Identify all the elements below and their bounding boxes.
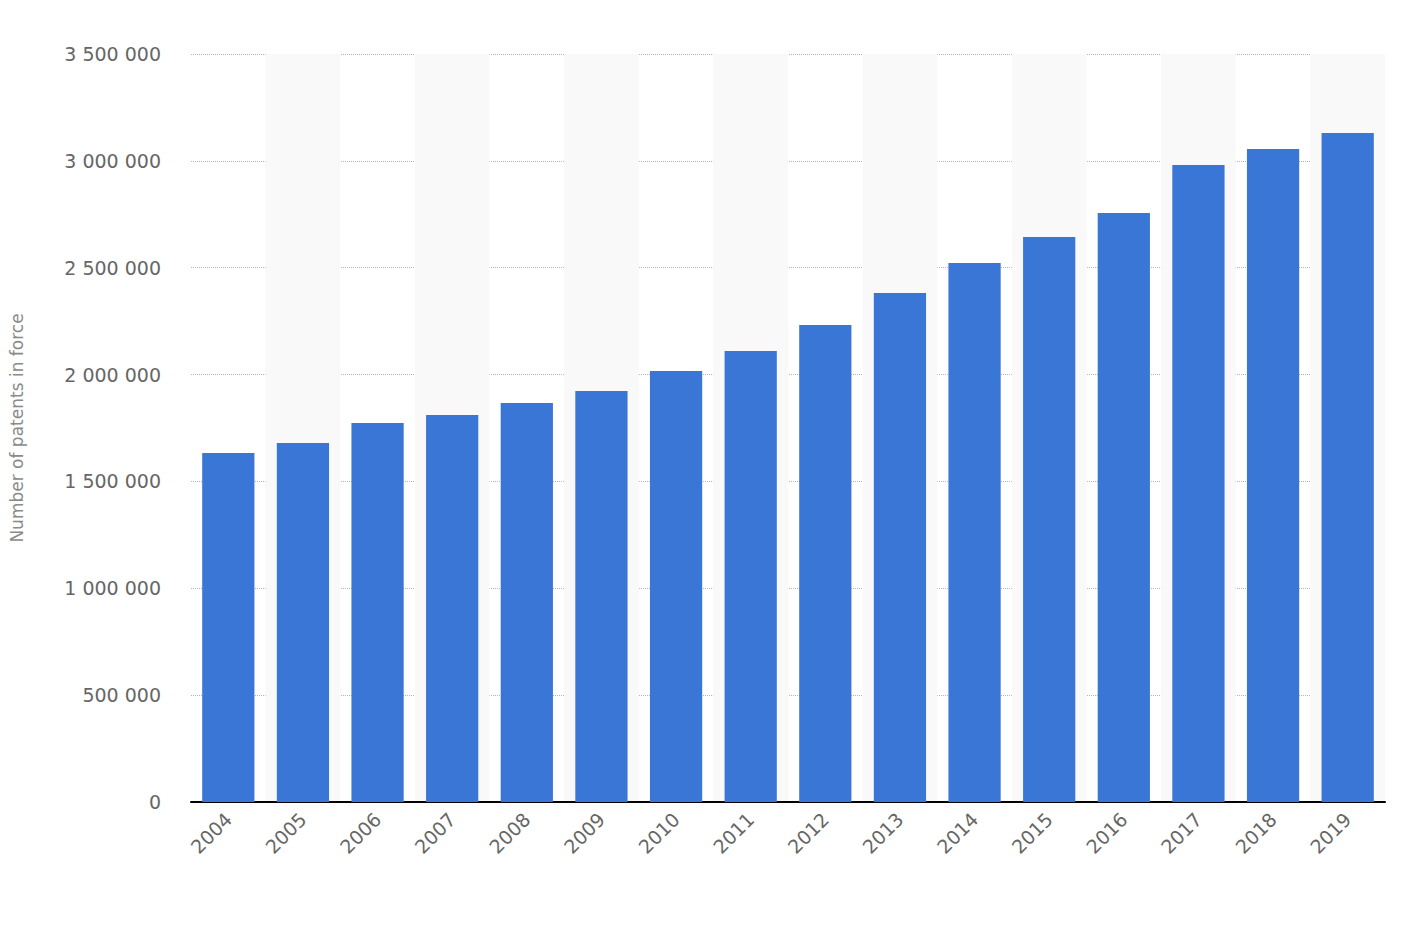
svg-text:3 500 000: 3 500 000: [64, 43, 161, 65]
svg-text:2012: 2012: [783, 808, 833, 858]
svg-text:2 500 000: 2 500 000: [64, 257, 161, 279]
svg-text:2004: 2004: [186, 808, 236, 858]
svg-text:2010: 2010: [634, 808, 684, 858]
svg-text:2016: 2016: [1082, 808, 1132, 858]
svg-text:2013: 2013: [858, 808, 908, 858]
svg-text:2009: 2009: [559, 808, 609, 858]
svg-text:2019: 2019: [1306, 808, 1356, 858]
svg-text:Number of patents in force: Number of patents in force: [7, 313, 27, 542]
svg-text:2007: 2007: [410, 808, 460, 858]
svg-text:2017: 2017: [1156, 808, 1206, 858]
svg-text:3 000 000: 3 000 000: [64, 150, 161, 172]
svg-text:2011: 2011: [709, 808, 759, 858]
svg-text:2008: 2008: [485, 808, 535, 858]
svg-text:2018: 2018: [1231, 808, 1281, 858]
svg-text:2 000 000: 2 000 000: [64, 364, 161, 386]
svg-text:2014: 2014: [933, 808, 983, 858]
svg-text:2005: 2005: [261, 808, 311, 858]
svg-text:500 000: 500 000: [82, 684, 161, 706]
svg-text:2015: 2015: [1007, 808, 1057, 858]
svg-text:1 000 000: 1 000 000: [64, 577, 161, 599]
svg-text:0: 0: [149, 791, 161, 813]
svg-text:2006: 2006: [336, 808, 386, 858]
svg-text:1 500 000: 1 500 000: [64, 470, 161, 492]
